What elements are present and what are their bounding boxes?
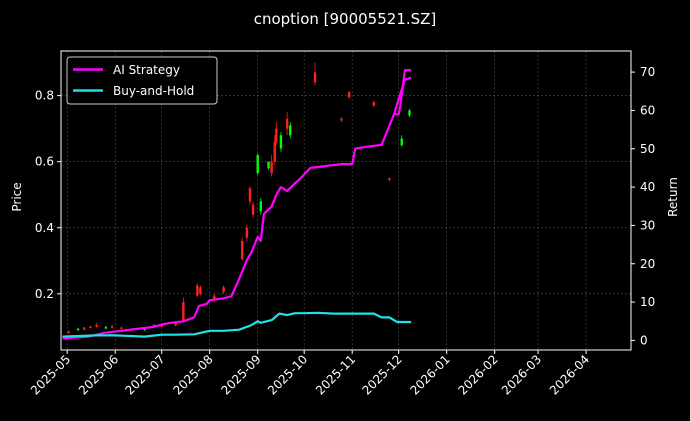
candle-body	[259, 201, 263, 212]
y2-tick-label: 50	[640, 142, 655, 156]
series-line-0-upper	[394, 69, 412, 116]
candle-body	[273, 141, 276, 162]
candle-body	[245, 227, 249, 238]
legend: AI Strategy Buy-and-Hold	[66, 56, 218, 105]
series-line-0	[62, 76, 412, 340]
y2-tick-label: 0	[640, 333, 648, 347]
candle-body	[285, 118, 289, 129]
candle-body	[347, 92, 351, 98]
candle-body	[76, 328, 80, 331]
y-tick-label: 0.4	[35, 221, 54, 235]
candle-body	[267, 161, 270, 169]
legend-box	[66, 56, 218, 105]
y-tick-label: 0.2	[35, 287, 54, 301]
candle-body	[95, 324, 98, 327]
y-tick-label: 0.6	[35, 155, 54, 169]
legend-label-buy-and-hold: Buy-and-Hold	[113, 84, 194, 98]
candle-body	[222, 287, 225, 293]
candle-body	[143, 329, 146, 331]
candle-body	[270, 161, 273, 174]
candle-body	[213, 295, 216, 301]
candle-body	[67, 331, 70, 333]
candle-body	[120, 327, 123, 329]
candle-body	[196, 285, 199, 296]
y2-tick-label: 30	[640, 218, 655, 232]
candle-body	[199, 287, 202, 294]
series-lines	[62, 69, 412, 340]
series-line-1	[62, 311, 412, 338]
y2-tick-label: 10	[640, 295, 655, 309]
candle-body	[248, 188, 252, 202]
y2-tick-label: 60	[640, 103, 655, 117]
y2-tick-label: 40	[640, 180, 655, 194]
candle-body	[251, 204, 255, 215]
candle-body	[241, 240, 244, 260]
candlesticks	[67, 62, 411, 335]
y-tick-label: 0.8	[35, 89, 54, 103]
candle-body	[400, 138, 403, 146]
y-axis-return: 0 10 20 30 40 50 60 70	[631, 65, 655, 347]
legend-label-ai-strategy: AI Strategy	[113, 63, 180, 77]
candle-body	[160, 325, 163, 327]
candle-body	[182, 302, 185, 321]
chart-title: cnoption [90005521.SZ]	[254, 10, 437, 28]
plot-frame	[60, 50, 632, 351]
candle-body	[110, 326, 114, 328]
candle-body	[104, 326, 108, 329]
y2-axis-label: Return	[666, 177, 680, 217]
y2-tick-label: 20	[640, 257, 655, 271]
candle-body	[340, 118, 343, 121]
candle-body	[83, 327, 86, 330]
candle-body	[275, 128, 278, 142]
candle-body	[174, 322, 177, 326]
candle-body	[256, 155, 259, 174]
candle-body	[388, 178, 391, 180]
candle-body	[372, 102, 376, 106]
candle-body	[289, 125, 292, 136]
y-axis-label: Price	[10, 182, 24, 211]
y2-tick-label: 70	[640, 65, 655, 79]
candle-body	[408, 110, 411, 116]
candle-body	[279, 135, 283, 149]
y-axis-price: 0.2 0.4 0.6 0.8	[35, 89, 61, 301]
candle-body	[313, 72, 317, 83]
candle-body	[89, 326, 92, 329]
